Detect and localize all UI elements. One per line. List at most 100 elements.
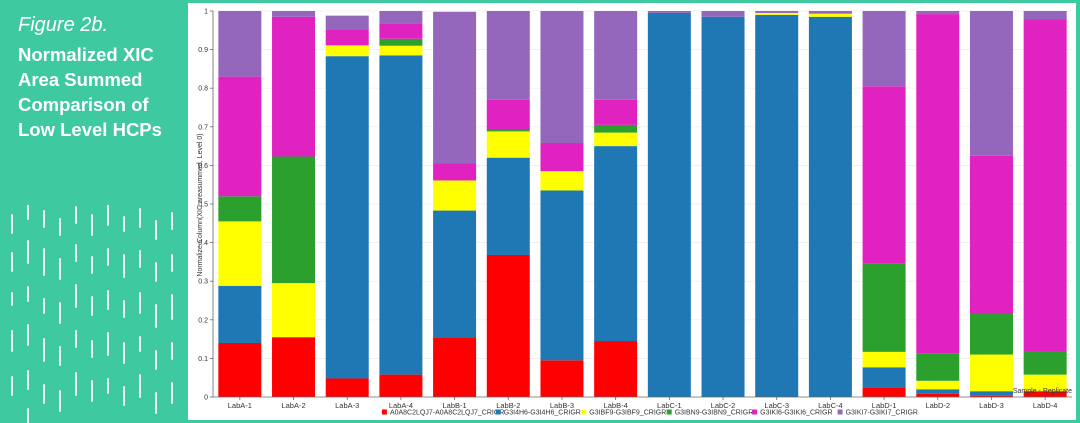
- bar-segment[interactable]: [916, 380, 960, 390]
- bar-segment[interactable]: [218, 285, 262, 343]
- bar-segment[interactable]: [594, 99, 638, 125]
- bar-segment[interactable]: [701, 16, 745, 397]
- bar-segment[interactable]: [1023, 11, 1067, 20]
- bar-segment[interactable]: [272, 337, 316, 397]
- bar-segment[interactable]: [1023, 19, 1067, 352]
- bar-segment[interactable]: [486, 11, 530, 100]
- bar-segment[interactable]: [272, 283, 316, 338]
- bar-segment[interactable]: [433, 337, 477, 397]
- bar-segment[interactable]: [379, 11, 423, 24]
- bar-segment[interactable]: [1023, 391, 1067, 397]
- bar-segment[interactable]: [808, 13, 852, 17]
- bar-segment[interactable]: [218, 196, 262, 222]
- x-tick-label: LabA-2: [281, 401, 305, 410]
- figure-label: Figure 2b.: [18, 14, 109, 36]
- bar-segment[interactable]: [218, 76, 262, 197]
- bar-segment[interactable]: [325, 56, 369, 379]
- x-tick-label: LabB-4: [604, 401, 628, 410]
- bar-segment[interactable]: [862, 86, 906, 264]
- bar-segment[interactable]: [272, 11, 316, 17]
- bar-segment[interactable]: [325, 15, 369, 30]
- bar-segment[interactable]: [486, 99, 530, 130]
- bar-segment[interactable]: [218, 221, 262, 286]
- bar-segment[interactable]: [862, 263, 906, 352]
- bar-segment[interactable]: [540, 360, 584, 397]
- bar-segment[interactable]: [594, 341, 638, 397]
- legend-label: G3IBF9-G3IBF9_CRIGR: [589, 410, 666, 417]
- bar-segment[interactable]: [594, 124, 638, 133]
- y-tick-label: 0.8: [198, 86, 208, 93]
- bar-segment[interactable]: [433, 210, 477, 338]
- bar-segment[interactable]: [486, 254, 530, 397]
- x-tick-label: LabA-1: [228, 401, 252, 410]
- decorative-dash-pattern: [11, 205, 173, 423]
- bar-segment[interactable]: [969, 155, 1013, 315]
- legend-swatch: [666, 409, 672, 415]
- left-panel: Figure 2b. Normalized XIC Area Summed Co…: [0, 0, 188, 423]
- bar-segment[interactable]: [272, 156, 316, 284]
- bar-segment[interactable]: [540, 11, 584, 144]
- y-tick-label: 0.3: [198, 279, 208, 286]
- legend: A0A8C2LQJ7-A0A8C2LQJ7_CRIGR G3I4H6-G3I4H6…: [381, 409, 918, 417]
- bar-segment[interactable]: [540, 143, 584, 172]
- bar-segment[interactable]: [1023, 351, 1067, 375]
- bar-segment[interactable]: [862, 11, 906, 87]
- bar-segment[interactable]: [862, 351, 906, 368]
- bar-segment[interactable]: [969, 11, 1013, 156]
- bar-segment[interactable]: [969, 391, 1013, 396]
- legend-label: G3IKI7-G3IKI7_CRIGR: [846, 410, 918, 417]
- bar-segment[interactable]: [862, 387, 906, 397]
- y-axis-title: Normalize Column(XIC areasummed, Level 0…: [197, 133, 204, 276]
- legend-swatch: [495, 409, 501, 415]
- bar-segment[interactable]: [433, 11, 477, 164]
- bar-segment[interactable]: [916, 389, 960, 394]
- x-tick-label: LabB-1: [443, 401, 467, 410]
- y-tick-label: 0.5: [198, 202, 208, 209]
- bar-segment[interactable]: [594, 146, 638, 342]
- legend-label: G3IBN9-G3IBN9_CRIGR: [675, 410, 754, 417]
- legend-swatch: [837, 409, 843, 415]
- bar-segment[interactable]: [647, 12, 691, 398]
- bar-segment[interactable]: [808, 16, 852, 397]
- bar-segment[interactable]: [862, 367, 906, 388]
- bar-segment[interactable]: [755, 11, 799, 13]
- y-tick-label: 0.6: [198, 163, 208, 170]
- bar-segment[interactable]: [808, 11, 852, 14]
- chart-panel: 0 0.1 0.2 0.3 0.4 0.5 0.6 0.7 0.8 0.9 1 LabA-1 LabA…: [188, 3, 1076, 420]
- bar-segment[interactable]: [486, 129, 530, 132]
- bar-segment[interactable]: [969, 354, 1013, 392]
- bar-segment[interactable]: [540, 171, 584, 191]
- bar-segment[interactable]: [486, 157, 530, 255]
- bar-segment[interactable]: [1023, 374, 1067, 392]
- bar-segment[interactable]: [916, 353, 960, 381]
- bar-segment[interactable]: [647, 11, 691, 13]
- bar-segment[interactable]: [379, 55, 423, 375]
- bar-segment[interactable]: [755, 14, 799, 398]
- x-tick-label: LabD-2: [925, 401, 950, 410]
- bar-segment[interactable]: [379, 374, 423, 397]
- bar-segment[interactable]: [325, 29, 369, 46]
- bar-segment[interactable]: [969, 314, 1013, 355]
- bar-segment[interactable]: [218, 342, 262, 397]
- bar-segment[interactable]: [433, 180, 477, 211]
- bar-segment[interactable]: [218, 11, 262, 77]
- y-tick-label: 0.1: [198, 356, 208, 363]
- bar-segment[interactable]: [755, 12, 799, 15]
- bar-segment[interactable]: [272, 16, 316, 157]
- bar-segment[interactable]: [701, 11, 745, 17]
- bar-segment[interactable]: [379, 38, 423, 46]
- bar-segment[interactable]: [916, 393, 960, 397]
- bar-segment[interactable]: [325, 45, 369, 57]
- bar-segment[interactable]: [379, 45, 423, 56]
- bar-segment[interactable]: [594, 132, 638, 147]
- bar-segment[interactable]: [379, 23, 423, 39]
- bar-segment[interactable]: [325, 378, 369, 397]
- bar-segment[interactable]: [594, 11, 638, 100]
- bar-segment[interactable]: [433, 163, 477, 181]
- bar-segment[interactable]: [486, 131, 530, 158]
- bar-segment[interactable]: [916, 11, 960, 15]
- legend-swatch: [581, 409, 587, 415]
- bar-segment[interactable]: [916, 14, 960, 354]
- bar-segment[interactable]: [969, 395, 1013, 397]
- bar-segment[interactable]: [540, 190, 584, 361]
